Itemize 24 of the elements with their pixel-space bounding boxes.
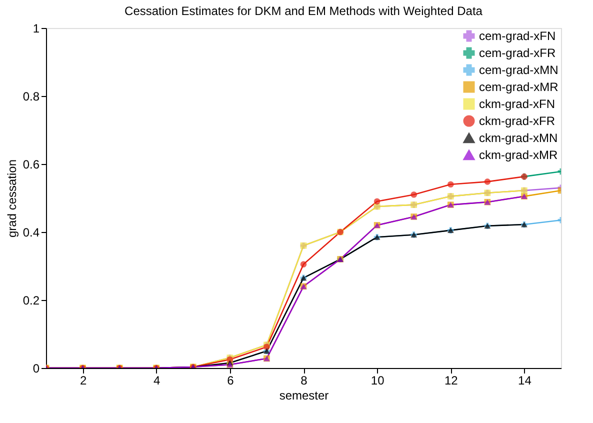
legend-label: ckm-grad-xMN (479, 131, 558, 145)
x-tick-label: 2 (80, 374, 87, 388)
y-tick-label: 0.2 (22, 294, 40, 308)
y-tick-label: 0 (32, 362, 40, 376)
x-tick-label: 4 (154, 374, 161, 388)
y-tick-label: 0.4 (22, 226, 40, 240)
x-tick-label: 12 (444, 374, 458, 388)
legend-label: ckm-grad-xMR (479, 148, 558, 162)
legend-label: cem-grad-xFR (479, 46, 556, 60)
x-tick-label: 10 (370, 374, 385, 388)
y-tick-label: 0.6 (22, 158, 40, 172)
x-tick-label: 14 (518, 374, 532, 388)
legend-label: cem-grad-xFN (479, 29, 556, 43)
x-tick-label: 6 (227, 374, 234, 388)
legend-label: ckm-grad-xFN (479, 97, 556, 111)
x-tick-label: 8 (300, 374, 308, 388)
legend-label: cem-grad-xMR (479, 80, 559, 94)
legend-label: cem-grad-xMN (479, 63, 558, 77)
x-axis-title: semester (279, 388, 329, 402)
y-tick-label: 0.8 (22, 90, 40, 104)
y-tick-label: 1 (32, 22, 40, 36)
legend-label: ckm-grad-xFR (479, 114, 556, 128)
y-axis-title: grad cessation (4, 159, 19, 238)
chart-title: Cessation Estimates for DKM and EM Methods with Weighted Data (124, 4, 483, 18)
